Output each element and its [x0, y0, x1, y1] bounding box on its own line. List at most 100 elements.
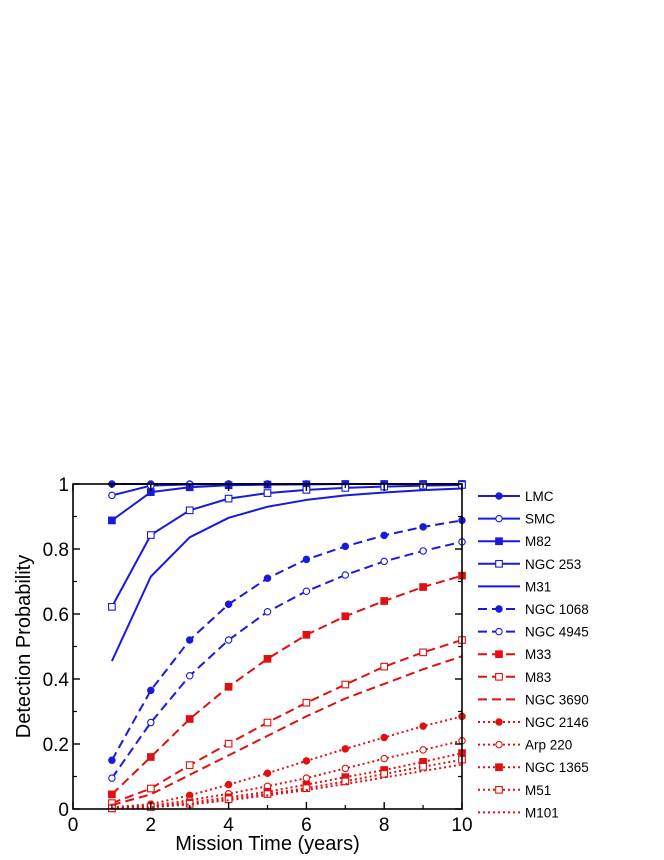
point-m33-1: [146, 753, 155, 761]
legend-marker-ngc-253: [495, 559, 503, 568]
point-m51-3: [224, 795, 233, 804]
point-ngc-253-0: [108, 602, 116, 611]
point-m33-7: [380, 597, 389, 605]
legend-label-m101: M101: [525, 805, 559, 820]
legend-marker-m33: [495, 650, 503, 659]
point-ngc-4945-3: [224, 636, 233, 644]
series-line-ngc-253: [111, 483, 463, 608]
legend-item-m33: M33: [478, 647, 551, 662]
series-line-ngc-1365: [111, 752, 463, 810]
legend-marker-smc: [495, 514, 503, 523]
point-m51-6: [341, 777, 350, 786]
point-m51-5: [302, 784, 311, 793]
legend-marker-arp-220: [495, 740, 503, 749]
legend-item-smc: SMC: [478, 512, 555, 527]
y-tick-label-2: 0.4: [43, 670, 70, 691]
x-tick-label-1: 2: [146, 815, 157, 836]
legend-item-ngc-253: NGC 253: [478, 557, 581, 572]
point-ngc-1068-0: [108, 756, 116, 764]
x-tick-label-2: 4: [223, 815, 234, 836]
y-tick-label-1: 0.2: [43, 735, 69, 756]
point-m33-4: [263, 654, 272, 663]
legend-label-ngc-1068: NGC 1068: [525, 602, 589, 617]
point-m33-3: [224, 682, 233, 691]
series-m31: [110, 487, 463, 662]
point-m83-2: [185, 761, 194, 769]
legend-item-ngc-1365: NGC 1365: [478, 760, 589, 775]
series-line-m31: [110, 487, 463, 662]
point-ngc-253-4: [263, 489, 272, 497]
legend-item-m101: M101: [478, 805, 559, 820]
point-ngc-1068-3: [224, 600, 233, 608]
series-line-ngc-1068: [111, 519, 463, 761]
point-ngc-1068-2: [185, 636, 194, 644]
legend-label-m83: M83: [525, 670, 551, 685]
point-arp-220-6: [341, 764, 350, 773]
series-line-ngc-2146: [111, 715, 463, 809]
legend-item-m82: M82: [478, 534, 551, 549]
series-line-m33: [111, 574, 463, 796]
point-ngc-4945-1: [147, 718, 155, 727]
legend-marker-m51: [495, 785, 503, 794]
series-line-m101: [111, 763, 463, 810]
point-ngc-2146-3: [224, 780, 233, 789]
series-line-arp-220: [111, 739, 463, 810]
point-ngc-1068-1: [147, 686, 155, 695]
point-m33-6: [341, 612, 350, 621]
point-ngc-1068-6: [341, 542, 350, 551]
point-ngc-4945-6: [341, 571, 350, 579]
legend-label-ngc-253: NGC 253: [525, 557, 581, 572]
series-line-m83: [111, 639, 463, 805]
x-axis-title: Mission Time (years): [175, 833, 359, 855]
point-m33-5: [302, 630, 311, 639]
x-tick-label-5: 10: [451, 815, 472, 836]
legend-label-ngc-3690: NGC 3690: [525, 692, 589, 707]
point-ngc-4945-4: [263, 607, 272, 616]
point-m51-4: [263, 790, 272, 798]
point-m82-0: [108, 516, 116, 525]
point-ngc-2146-6: [341, 745, 350, 753]
point-m83-5: [302, 698, 311, 707]
point-m33-8: [419, 583, 427, 591]
point-ngc-2146-4: [263, 769, 272, 777]
x-tick-label-3: 6: [301, 815, 312, 836]
legend-item-ngc-2146: NGC 2146: [478, 715, 589, 730]
legend-item-ngc-4945: NGC 4945: [478, 625, 589, 640]
point-arp-220-7: [380, 754, 388, 763]
y-tick-label-0: 0: [58, 800, 69, 821]
legend-item-ngc-1068: NGC 1068: [478, 602, 589, 617]
point-m83-4: [263, 718, 272, 727]
point-ngc-253-3: [224, 494, 233, 503]
legend-label-lmc: LMC: [525, 489, 554, 504]
series-m83: [108, 636, 466, 807]
point-ngc-1068-7: [380, 531, 388, 540]
point-ngc-2146-8: [419, 722, 427, 730]
series-line-ngc-4945: [111, 540, 463, 779]
legend-label-m82: M82: [525, 534, 551, 549]
point-m83-8: [419, 648, 427, 657]
legend-label-ngc-4945: NGC 4945: [525, 625, 589, 640]
tick-labels-layer: 0 2 4 6 8 10 0 0.2 0.4 0.6 0.8 1: [43, 475, 473, 836]
point-ngc-253-2: [185, 506, 194, 515]
y-tick-label-4: 0.8: [43, 540, 69, 561]
point-m33-2: [185, 715, 194, 723]
y-axis-title: Detection Probability: [13, 555, 35, 738]
legend-marker-ngc-4945: [495, 627, 503, 636]
series-ngc-2146: [108, 712, 466, 812]
legend-item-ngc-3690: NGC 3690: [478, 692, 589, 707]
point-m51-7: [380, 770, 389, 778]
x-tick-label-0: 0: [68, 815, 79, 836]
point-ngc-4945-2: [185, 671, 194, 680]
legend-item-lmc: LMC: [478, 489, 554, 504]
legend-item-m83: M83: [478, 670, 551, 685]
point-ngc-1068-5: [302, 555, 311, 564]
point-ngc-4945-0: [108, 774, 116, 782]
series-line-m82: [111, 483, 462, 522]
series-m101: [111, 763, 463, 810]
y-tick-label-5: 1: [58, 475, 69, 496]
plot-frame: [72, 483, 463, 810]
legend-label-arp-220: Arp 220: [525, 738, 572, 753]
point-arp-220-8: [419, 746, 427, 754]
legend-marker-lmc: [495, 492, 503, 500]
